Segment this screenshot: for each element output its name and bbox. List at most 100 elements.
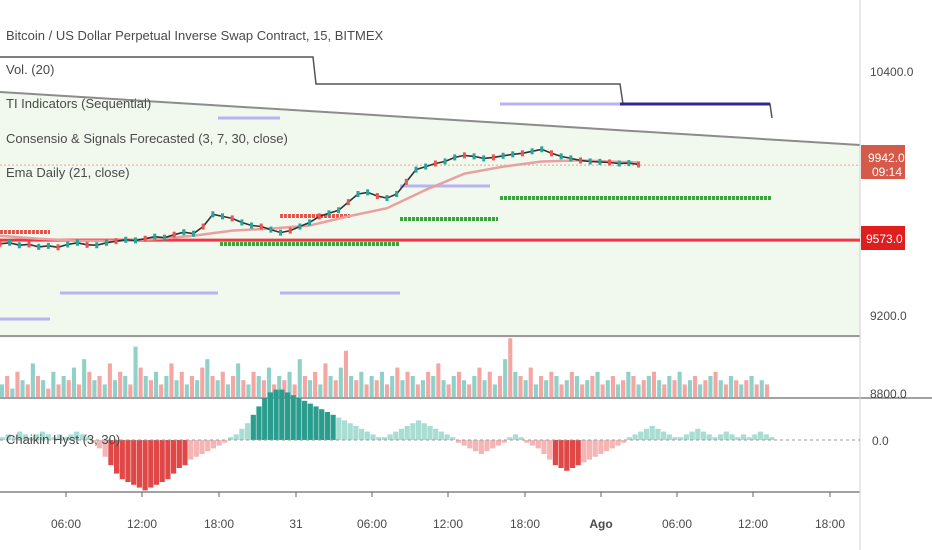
histogram-bar bbox=[284, 392, 291, 440]
volume-bar bbox=[657, 380, 662, 397]
last-price-tag bbox=[861, 145, 905, 179]
volume-bar bbox=[426, 371, 431, 397]
histogram-bar bbox=[729, 434, 735, 440]
chart-title[interactable]: Bitcoin / US Dollar Perpetual Inverse Sw… bbox=[6, 28, 383, 43]
oscillator-name[interactable]: Chaikin Hyst (3, 30) bbox=[6, 432, 120, 447]
histogram-bar bbox=[655, 428, 661, 440]
volume-bar bbox=[292, 384, 297, 397]
volume-bar bbox=[82, 359, 87, 397]
histogram-bar bbox=[153, 440, 160, 485]
histogram-bar bbox=[604, 440, 610, 452]
histogram-bar bbox=[57, 434, 63, 440]
histogram-bar bbox=[757, 431, 764, 440]
histogram-bar bbox=[216, 440, 222, 446]
candle bbox=[75, 239, 79, 246]
volume-bar bbox=[369, 376, 374, 397]
indicator-ema-daily[interactable]: Ema Daily (21, close) bbox=[6, 165, 130, 180]
histogram-bar bbox=[621, 440, 627, 443]
indicator-ti-sequential[interactable]: TI Indicators (Sequential) bbox=[6, 96, 151, 111]
volume-bar bbox=[225, 384, 230, 397]
candle bbox=[162, 234, 166, 241]
histogram-bar bbox=[376, 437, 382, 440]
candle bbox=[230, 215, 234, 222]
histogram-bar bbox=[39, 431, 46, 440]
volume-bar bbox=[15, 371, 20, 397]
oscillator-zero-tick: 0.0 bbox=[872, 434, 889, 448]
volume-bar bbox=[195, 380, 200, 397]
candle bbox=[511, 151, 515, 158]
histogram-bar bbox=[609, 440, 615, 449]
volume-bar bbox=[318, 384, 323, 397]
volume-bar bbox=[184, 384, 189, 397]
candle bbox=[520, 150, 524, 157]
volume-bar bbox=[128, 384, 133, 397]
histogram-bar bbox=[188, 440, 194, 460]
histogram-bar bbox=[119, 440, 125, 480]
candle bbox=[279, 229, 283, 236]
volume-bar bbox=[359, 371, 364, 397]
volume-bar bbox=[179, 371, 184, 397]
volume-bar bbox=[379, 371, 384, 397]
histogram-bar bbox=[45, 434, 51, 440]
volume-bar bbox=[533, 384, 538, 397]
histogram-bar bbox=[96, 440, 103, 449]
candle bbox=[56, 244, 60, 251]
candle bbox=[114, 238, 118, 245]
candle bbox=[221, 213, 225, 220]
volume-bar bbox=[349, 376, 354, 397]
histogram-bar bbox=[421, 423, 427, 440]
volume-bar bbox=[405, 371, 410, 397]
volume-bar bbox=[672, 380, 677, 397]
volume-bar bbox=[189, 376, 194, 397]
candle bbox=[269, 226, 273, 233]
time-tick-label: 18:00 bbox=[815, 517, 845, 531]
volume-bar bbox=[77, 384, 82, 397]
candle bbox=[395, 191, 399, 197]
volume-bar bbox=[35, 376, 40, 397]
histogram-bar bbox=[74, 431, 80, 440]
histogram-bar bbox=[752, 434, 758, 440]
volume-bar bbox=[621, 380, 626, 397]
price-tick-10400: 10400.0 bbox=[870, 65, 914, 79]
volume-bar bbox=[261, 380, 266, 397]
candle bbox=[433, 160, 437, 167]
volume-bar bbox=[662, 384, 667, 397]
histogram-bar bbox=[330, 414, 336, 440]
candle bbox=[308, 219, 312, 226]
candle bbox=[85, 241, 89, 248]
indicator-volume[interactable]: Vol. (20) bbox=[6, 62, 54, 77]
volume-bar bbox=[364, 384, 369, 397]
volume-bar bbox=[574, 376, 579, 397]
histogram-bar bbox=[273, 389, 279, 440]
volume-bar bbox=[472, 376, 477, 397]
time-tick-label: 06:00 bbox=[51, 517, 81, 531]
histogram-bar bbox=[689, 431, 695, 440]
candle bbox=[501, 152, 505, 159]
histogram-bar bbox=[433, 428, 439, 440]
indicator-consensio[interactable]: Consensio & Signals Forecasted (3, 7, 30… bbox=[6, 131, 288, 146]
time-tick-label: 18:00 bbox=[510, 517, 540, 531]
volume-bar bbox=[374, 380, 379, 397]
histogram-bar bbox=[393, 431, 399, 440]
time-tick-label: 12:00 bbox=[127, 517, 157, 531]
volume-bar bbox=[302, 376, 307, 397]
histogram-bar bbox=[398, 428, 405, 440]
histogram-bar bbox=[740, 434, 746, 440]
histogram-bar bbox=[324, 412, 330, 440]
candle bbox=[443, 158, 447, 165]
histogram-bar bbox=[575, 440, 581, 466]
time-tick-label: 06:00 bbox=[662, 517, 692, 531]
histogram-bar bbox=[159, 440, 165, 482]
candle bbox=[424, 163, 428, 170]
candle bbox=[414, 166, 418, 173]
volume-bar bbox=[5, 376, 10, 397]
volume-bar bbox=[92, 380, 97, 397]
candle bbox=[250, 222, 254, 229]
histogram-bar bbox=[518, 437, 524, 440]
histogram-bar bbox=[319, 409, 325, 440]
volume-bar bbox=[728, 376, 733, 397]
volume-bar bbox=[544, 380, 549, 397]
histogram-bar bbox=[695, 428, 701, 440]
histogram-bar bbox=[353, 426, 359, 440]
histogram-bar bbox=[461, 440, 467, 446]
